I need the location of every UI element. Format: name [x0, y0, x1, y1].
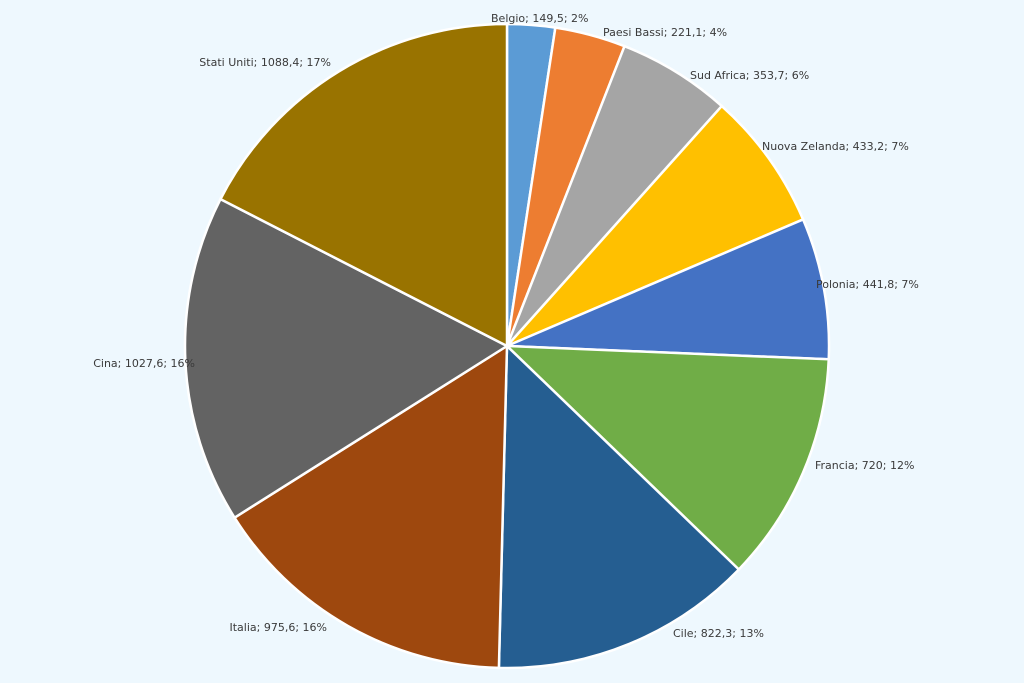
pie-slice-italia: [232, 343, 509, 670]
data-label-sud-africa: Sud Africa; 353,7; 6%: [690, 69, 809, 82]
pie-slice-cile: [497, 343, 741, 670]
data-label-paesi-bassi: Paesi Bassi; 221,1; 4%: [603, 26, 727, 39]
data-label-nuova-zelanda: Nuova Zelanda; 433,2; 7%: [762, 140, 909, 153]
data-label-cina: Cina; 1027,6; 16%: [93, 357, 195, 370]
pie-slice-cina: [183, 197, 510, 520]
pie-slice-francia: [503, 344, 831, 572]
data-label-cile: Cile; 822,3; 13%: [673, 627, 764, 640]
data-label-polonia: Polonia; 441,8; 7%: [816, 278, 919, 291]
pie-slice-stati-uniti: [218, 22, 509, 349]
pie-slice-polonia: [506, 217, 831, 361]
data-label-francia: Francia; 720; 12%: [815, 459, 914, 472]
data-label-italia: Italia; 975,6; 16%: [230, 621, 328, 634]
data-label-belgio: Belgio; 149,5; 2%: [491, 12, 589, 25]
data-label-stati-uniti: Stati Uniti; 1088,4; 17%: [199, 56, 331, 69]
pie-slice-nuova-zelanda: [506, 104, 805, 348]
